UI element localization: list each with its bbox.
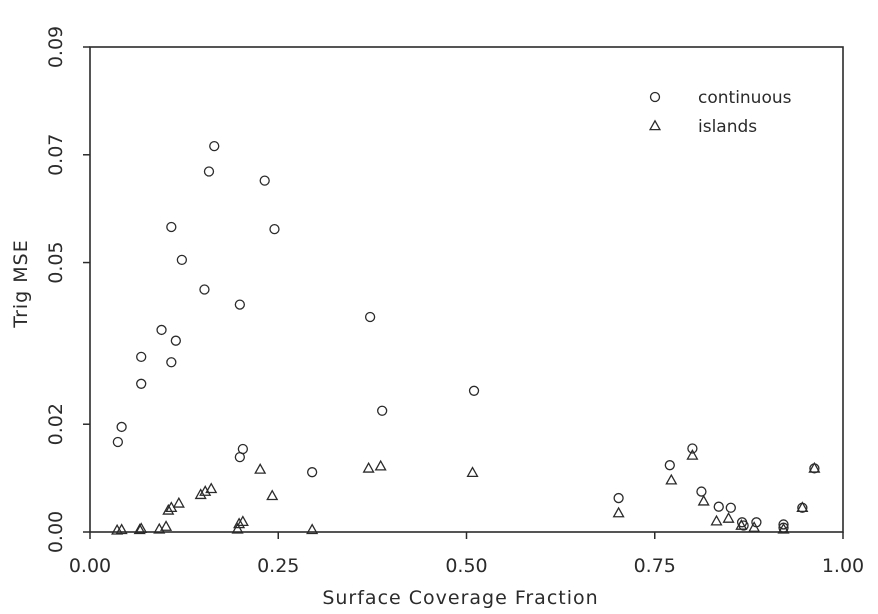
point-continuous (176, 254, 188, 266)
point-continuous (778, 519, 789, 530)
point-islands (466, 466, 479, 478)
point-continuous (203, 166, 215, 177)
y-tick-label: 0.05 (45, 241, 67, 283)
point-islands (710, 514, 723, 526)
point-continuous (687, 443, 698, 454)
point-islands (735, 519, 748, 530)
point-continuous (156, 324, 167, 336)
point-continuous (136, 378, 147, 389)
point-islands (686, 448, 699, 460)
point-continuous (664, 460, 675, 471)
x-tick-label: 1.00 (822, 555, 864, 577)
y-tick-label: 0.00 (45, 511, 67, 553)
point-continuous (725, 502, 736, 513)
y-tick-label: 0.07 (45, 134, 67, 176)
x-axis-title: Surface Coverage Fraction (322, 587, 598, 609)
point-islands (777, 522, 790, 534)
data-points (111, 141, 821, 535)
legend-label-continuous: continuous (698, 88, 792, 108)
point-islands (135, 522, 148, 534)
point-islands (306, 523, 319, 535)
point-islands (796, 501, 809, 513)
x-tick-label: 0.50 (445, 555, 487, 577)
point-islands (133, 523, 146, 535)
y-axis-title: Trig MSE (10, 239, 32, 328)
point-continuous (613, 492, 624, 504)
point-continuous (234, 299, 245, 310)
point-islands (748, 521, 761, 532)
point-islands (233, 517, 246, 529)
x-tick-label: 0.25 (257, 555, 299, 577)
point-continuous (112, 436, 124, 448)
legend: continuous islands (648, 88, 792, 137)
axis-ticks: 0.00 0.25 0.50 0.75 1.00 0.00 0.02 0.05 0.07 0.09 (45, 26, 864, 577)
point-continuous (209, 141, 220, 152)
point-continuous (377, 405, 388, 416)
point-islands (231, 522, 244, 534)
legend-label-islands: islands (698, 117, 757, 137)
point-islands (697, 494, 710, 506)
point-continuous (166, 221, 177, 233)
point-continuous (199, 284, 210, 295)
x-tick-label: 0.75 (634, 555, 676, 577)
point-continuous (269, 223, 280, 235)
point-continuous (364, 311, 376, 323)
point-islands (254, 462, 267, 474)
point-islands (808, 461, 821, 473)
point-continuous (237, 443, 249, 455)
point-islands (612, 506, 625, 518)
point-islands (266, 489, 279, 501)
point-continuous (170, 335, 181, 346)
point-continuous (468, 385, 480, 396)
x-tick-label: 0.00 (69, 555, 111, 577)
point-continuous (259, 175, 270, 186)
point-continuous (713, 501, 724, 512)
point-islands (115, 523, 128, 535)
point-continuous (116, 421, 127, 433)
point-continuous (166, 357, 177, 368)
point-islands (194, 488, 207, 500)
point-islands (205, 482, 218, 494)
point-islands (722, 511, 735, 523)
point-islands (236, 515, 249, 527)
point-islands (665, 473, 678, 485)
legend-marker-continuous (649, 91, 661, 103)
point-islands (374, 459, 387, 471)
legend-marker-islands (648, 119, 662, 131)
point-islands (172, 496, 185, 508)
y-tick-label: 0.09 (45, 26, 67, 68)
y-tick-label: 0.02 (45, 403, 67, 445)
point-continuous (696, 486, 707, 497)
point-islands (160, 520, 173, 531)
point-islands (162, 503, 175, 515)
point-continuous (136, 351, 147, 363)
point-continuous (306, 467, 318, 478)
point-islands (362, 461, 375, 473)
